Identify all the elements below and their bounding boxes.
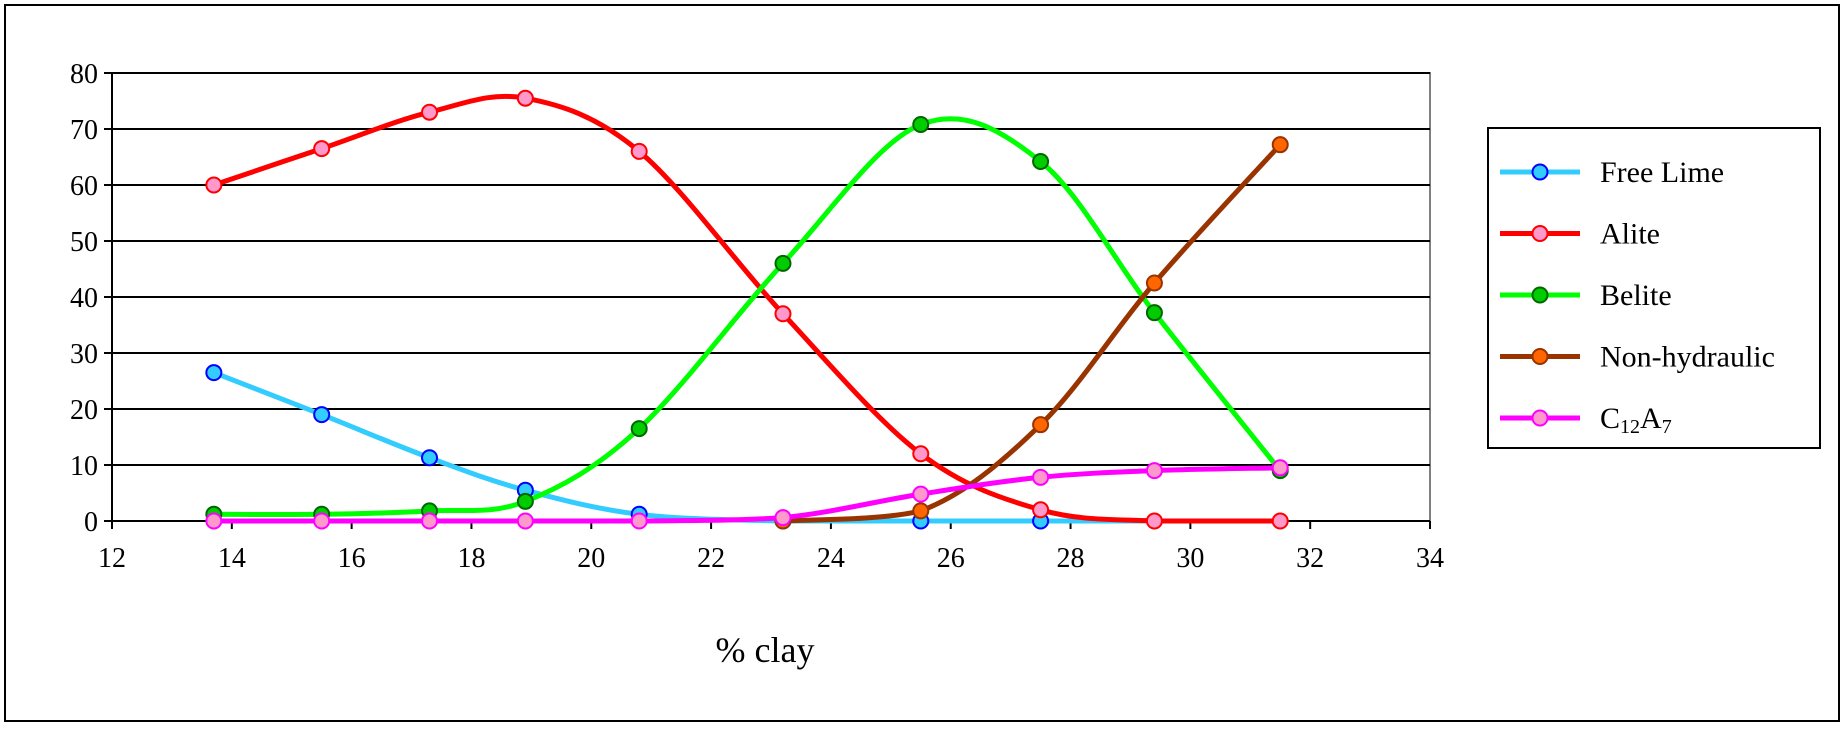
x-tick-label: 30 xyxy=(1176,543,1204,574)
legend-label: Non-hydraulic xyxy=(1600,341,1775,374)
legend-label: Belite xyxy=(1600,279,1672,312)
x-tick-label: 12 xyxy=(98,543,126,574)
y-tick-label: 80 xyxy=(70,59,98,90)
x-tick-label: 34 xyxy=(1416,543,1444,574)
legend-item-alite: Alite xyxy=(1500,218,1660,251)
series-line-belite xyxy=(211,116,1283,518)
data-point-c12a7 xyxy=(1145,462,1163,480)
data-point-free-lime xyxy=(205,364,223,382)
y-tick-label: 60 xyxy=(70,171,98,202)
series-layer xyxy=(211,93,1283,524)
data-point-alite xyxy=(205,176,223,194)
y-tick-label: 50 xyxy=(70,227,98,258)
data-point-c12a7 xyxy=(774,509,792,527)
y-tick-label: 0 xyxy=(84,507,98,538)
data-point-alite xyxy=(516,89,534,107)
x-tick-label: 14 xyxy=(218,543,246,574)
legend: Free Lime Alite Belite Non-hydraulic C12A7 xyxy=(1487,127,1821,449)
data-point-belite xyxy=(774,254,792,272)
x-tick-label: 32 xyxy=(1296,543,1324,574)
data-point-alite xyxy=(630,142,648,160)
data-point-c12a7 xyxy=(421,512,439,530)
data-point-free-lime xyxy=(313,406,331,424)
data-point-alite xyxy=(1271,512,1289,530)
y-tick-label: 20 xyxy=(70,395,98,426)
x-tick-label: 26 xyxy=(937,543,965,574)
legend-label: C12A7 xyxy=(1600,402,1672,438)
data-point-c12a7 xyxy=(1271,459,1289,477)
data-point-c12a7 xyxy=(1032,468,1050,486)
data-point-non-hydraulic xyxy=(912,502,930,520)
data-point-alite xyxy=(912,445,930,463)
data-point-belite xyxy=(912,116,930,134)
legend-swatch-marker xyxy=(1531,286,1549,304)
marker-layer xyxy=(205,89,1289,530)
legend-label: Free Lime xyxy=(1600,156,1724,189)
x-tick-label: 24 xyxy=(817,543,845,574)
gridlines xyxy=(112,72,1430,466)
data-point-non-hydraulic xyxy=(1032,416,1050,434)
legend-item-non-hydraulic: Non-hydraulic xyxy=(1500,341,1775,374)
x-tick-label: 18 xyxy=(457,543,485,574)
x-axis-title: % clay xyxy=(716,630,815,670)
x-tick-label: 28 xyxy=(1057,543,1085,574)
data-point-belite xyxy=(1032,152,1050,170)
data-point-belite xyxy=(630,420,648,438)
legend-swatch-marker xyxy=(1531,409,1549,427)
legend-item-c12a7: C12A7 xyxy=(1500,402,1672,438)
data-point-free-lime xyxy=(421,449,439,467)
x-tick-label: 16 xyxy=(338,543,366,574)
legend-swatch-marker xyxy=(1531,225,1549,242)
data-point-alite xyxy=(313,140,331,158)
y-tick-label: 30 xyxy=(70,339,98,370)
data-point-alite xyxy=(774,305,792,323)
data-point-non-hydraulic xyxy=(1145,274,1163,292)
data-point-c12a7 xyxy=(205,512,223,530)
data-point-alite xyxy=(1145,512,1163,530)
legend-item-free-lime: Free Lime xyxy=(1500,156,1724,189)
y-tick-label: 10 xyxy=(70,451,98,482)
y-tick-label: 40 xyxy=(70,283,98,314)
data-point-non-hydraulic xyxy=(1271,136,1289,154)
series-line-alite xyxy=(211,93,1283,524)
data-point-belite xyxy=(516,492,534,510)
legend-label: Alite xyxy=(1600,218,1660,251)
y-tick-label: 70 xyxy=(70,115,98,146)
legend-swatch-marker xyxy=(1531,348,1549,365)
axes: 0 10 20 30 40 50 60 70 80 12 14 16 18 20 22 24 26 28 30 32 3… xyxy=(70,59,1444,574)
data-point-c12a7 xyxy=(630,512,648,530)
data-point-alite xyxy=(1032,501,1050,519)
data-point-c12a7 xyxy=(516,512,534,530)
legend-item-belite: Belite xyxy=(1500,279,1672,312)
series-line-c12a7 xyxy=(211,465,1283,524)
data-point-belite xyxy=(1145,304,1163,322)
x-tick-label: 22 xyxy=(697,543,725,574)
legend-swatch-marker xyxy=(1531,163,1549,181)
data-point-c12a7 xyxy=(313,512,331,530)
x-tick-label: 20 xyxy=(577,543,605,574)
data-point-c12a7 xyxy=(912,485,930,503)
data-point-alite xyxy=(421,103,439,121)
